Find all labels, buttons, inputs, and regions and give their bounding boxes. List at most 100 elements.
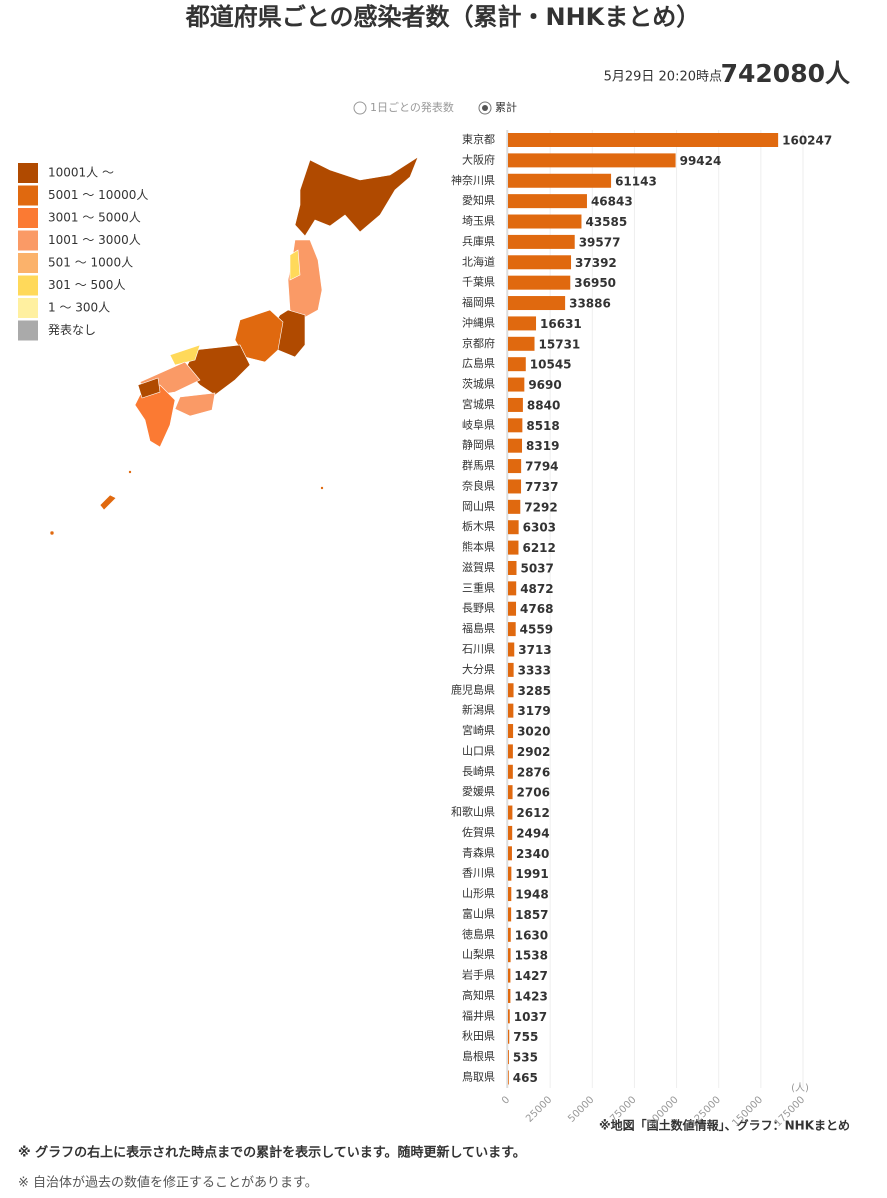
y-tick-label: 滋賀県 (462, 561, 495, 574)
bar (508, 520, 519, 535)
value-label: 1427 (514, 969, 547, 983)
y-tick-label: 高知県 (462, 988, 495, 1002)
y-tick-label: 青森県 (462, 845, 495, 859)
bar (508, 724, 514, 739)
y-tick-label: 愛知県 (462, 193, 495, 207)
y-tick-label: 山口県 (462, 744, 495, 757)
value-label: 33886 (569, 297, 611, 311)
map-region (169, 344, 201, 366)
value-label: 8840 (527, 398, 560, 412)
bar (508, 357, 526, 372)
y-tick-label: 長野県 (462, 602, 495, 615)
value-label: 1538 (515, 949, 548, 963)
y-tick-label: 三重県 (462, 580, 495, 594)
y-tick-label: 鹿児島県 (451, 682, 495, 696)
bar (508, 642, 515, 657)
value-label: 4768 (520, 602, 553, 616)
bar (508, 397, 523, 412)
bar (508, 968, 511, 983)
bar (508, 296, 566, 311)
value-label: 43585 (585, 215, 627, 229)
bar (508, 418, 523, 433)
map-region (234, 309, 284, 363)
value-label: 3020 (517, 725, 550, 739)
map-region (289, 249, 301, 281)
y-tick-label: 和歌山県 (451, 805, 495, 819)
map-region (320, 486, 324, 490)
legend-label: 3001 ～ 5000人 (48, 211, 141, 225)
bar (508, 194, 587, 209)
bar (508, 907, 512, 922)
x-tick-label: 50000 (566, 1094, 596, 1124)
bar (508, 764, 513, 779)
toggle-option[interactable]: 1日ごとの発表数 (370, 100, 454, 114)
value-label: 15731 (539, 337, 581, 351)
legend-label: 1001 ～ 3000人 (48, 233, 141, 247)
legend-swatch (18, 320, 38, 341)
value-label: 755 (513, 1030, 538, 1044)
y-tick-label: 富山県 (462, 906, 495, 920)
value-label: 5037 (520, 561, 553, 575)
y-tick-label: 秋田県 (462, 1029, 495, 1043)
legend-swatch (18, 163, 38, 183)
y-tick-label: 岐阜県 (462, 418, 495, 431)
y-tick-label: 沖縄県 (462, 315, 495, 329)
map-region (287, 239, 323, 321)
bar (508, 459, 522, 474)
value-label: 39577 (579, 235, 621, 249)
bar (508, 234, 575, 249)
map-region (99, 494, 117, 511)
value-label: 7794 (525, 460, 558, 474)
bar (508, 601, 517, 616)
y-tick-label: 栃木県 (462, 519, 495, 533)
y-tick-label: 岡山県 (462, 500, 495, 513)
y-tick-label: 鳥取県 (462, 1069, 495, 1083)
value-label: 37392 (575, 256, 617, 270)
map-region (49, 530, 55, 536)
y-tick-label: 島根県 (462, 1049, 495, 1063)
map-region (294, 156, 419, 237)
y-tick-label: 徳島県 (462, 927, 495, 941)
value-label: 465 (513, 1071, 538, 1085)
value-label: 2340 (516, 847, 549, 861)
bar (508, 622, 516, 637)
legend-label: 5001 ～ 10000人 (48, 188, 148, 202)
map-region (128, 470, 132, 474)
value-label: 3713 (518, 643, 551, 657)
value-label: 4559 (520, 623, 553, 637)
y-tick-label: 大分県 (462, 662, 495, 676)
bar (508, 846, 512, 861)
map (49, 156, 419, 536)
value-label: 2706 (517, 786, 550, 800)
bar (508, 153, 676, 168)
bar (508, 825, 513, 840)
value-label: 2494 (516, 826, 549, 840)
value-label: 46843 (591, 195, 633, 209)
value-label: 3333 (518, 663, 551, 677)
value-label: 3285 (518, 684, 551, 698)
y-tick-label: 福岡県 (462, 295, 495, 309)
value-label: 3179 (517, 704, 550, 718)
legend-label: 10001人 ～ (48, 166, 114, 180)
legend-label: 501 ～ 1000人 (48, 256, 133, 270)
value-label: 535 (513, 1051, 538, 1065)
legend-label: 発表なし (48, 323, 96, 337)
bar (508, 662, 514, 677)
bar (508, 1009, 510, 1024)
bar (508, 927, 511, 942)
y-tick-label: 岩手県 (462, 968, 495, 982)
legend-swatch (18, 185, 38, 206)
value-label: 1423 (514, 989, 547, 1003)
bar (508, 703, 514, 718)
y-tick-label: 長崎県 (462, 764, 495, 778)
value-label: 99424 (680, 154, 722, 168)
value-label: 61143 (615, 174, 657, 188)
legend-label: 301 ～ 500人 (48, 278, 125, 292)
value-label: 1037 (514, 1010, 547, 1024)
bar (508, 1070, 509, 1085)
radio[interactable] (353, 101, 367, 115)
x-tick-label: 0 (500, 1094, 512, 1106)
toggle-option[interactable]: 累計 (495, 100, 517, 114)
